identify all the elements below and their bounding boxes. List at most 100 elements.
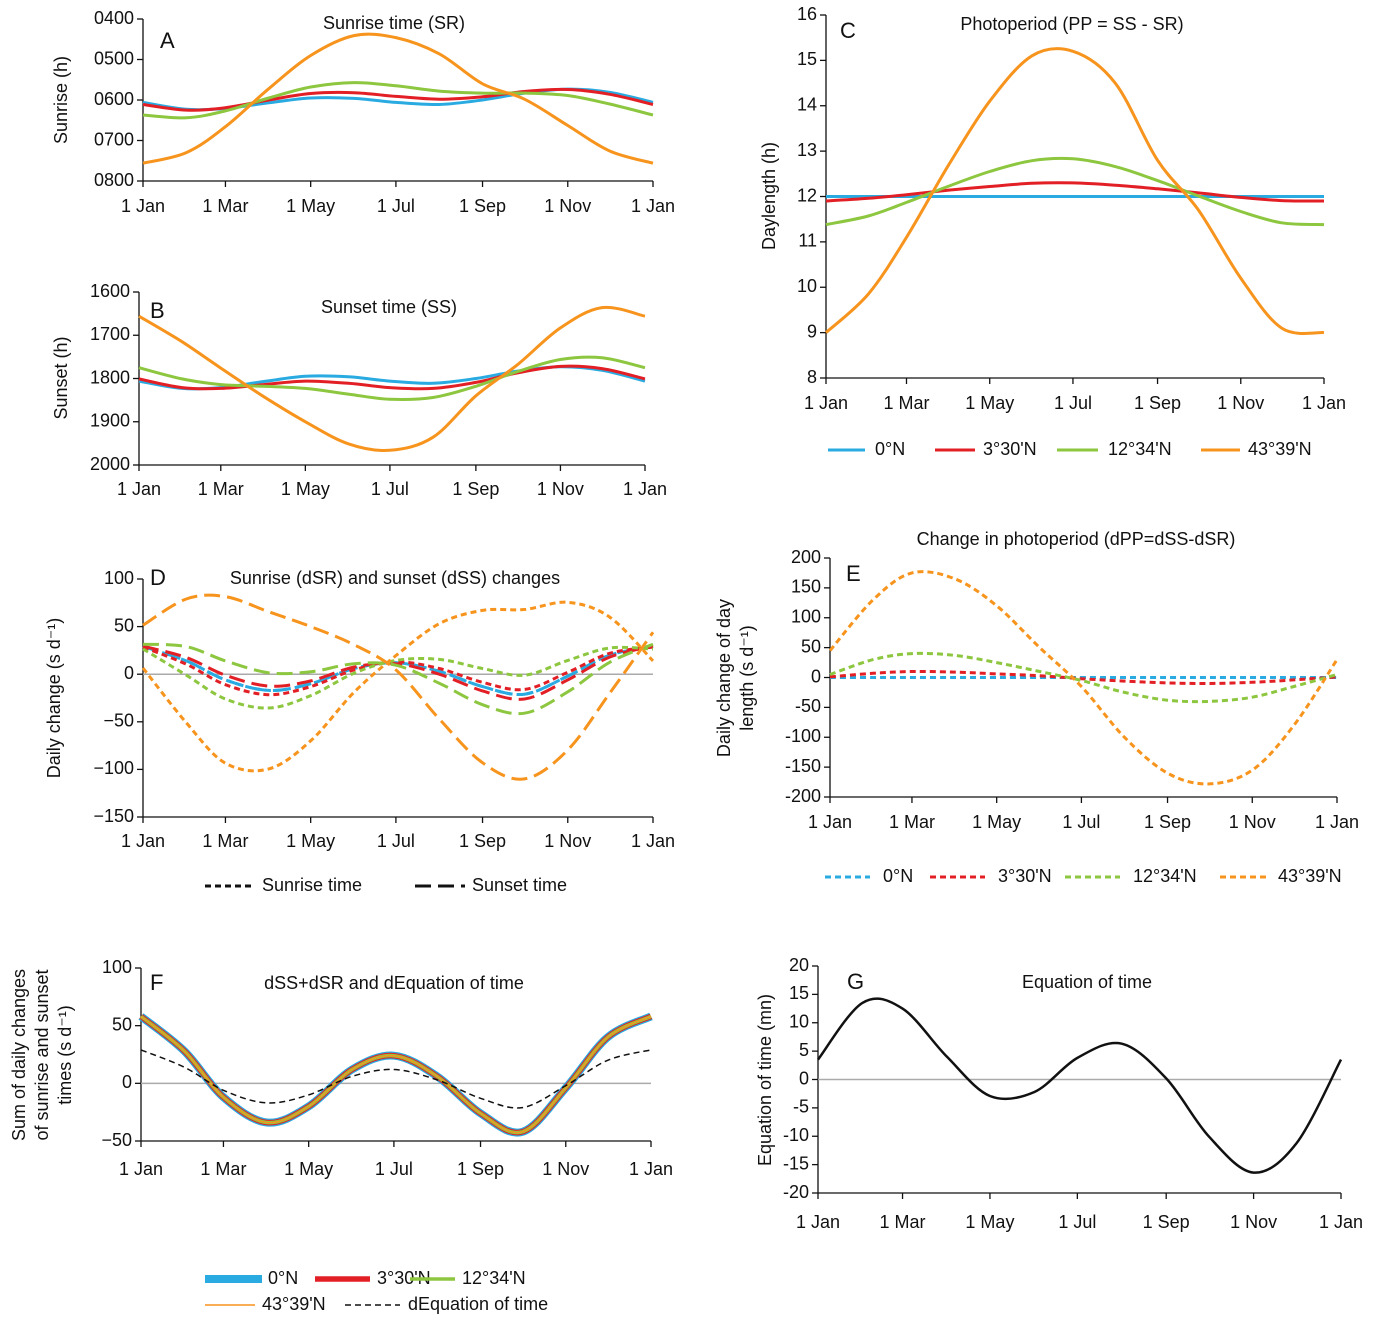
y-axis-label: length (s d⁻¹) (737, 625, 757, 731)
x-tick-label: 1 Mar (202, 831, 248, 851)
panel: dSS+dSR and dEquation of time F Sum of dai… (9, 957, 673, 1314)
y-tick-label: 0500 (94, 48, 134, 68)
series-line (829, 669, 1338, 686)
x-tick-label: 1 Jul (1058, 1212, 1096, 1232)
y-tick-label: -10 (783, 1125, 809, 1145)
series-line (142, 32, 654, 165)
legend-label: 12°34'N (462, 1268, 526, 1288)
y-tick-label: -5 (793, 1097, 809, 1117)
legend-label: 43°39'N (262, 1294, 326, 1314)
x-tick-label: 1 Sep (1144, 812, 1191, 832)
legend-label: 43°39'N (1278, 866, 1342, 886)
y-tick-label: 11 (798, 231, 817, 251)
legend-label: dEquation of time (408, 1294, 548, 1314)
y-axis-label: times (s d⁻¹) (55, 1005, 75, 1105)
legend-label: 43°39'N (1248, 439, 1312, 459)
x-tick-label: 1 Nov (1230, 1212, 1277, 1232)
x-tick-label: 1 May (286, 196, 335, 216)
y-axis-label: Equation of time (mn) (755, 994, 775, 1166)
x-tick-label: 1 Jan (804, 393, 848, 413)
x-tick-label: 1 Jan (796, 1212, 840, 1232)
y-tick-label: 50 (801, 636, 821, 656)
y-tick-label: 15 (797, 49, 817, 69)
series-line (142, 645, 654, 697)
y-axis-label: Daily change of day (714, 599, 734, 757)
y-tick-label: 12 (797, 185, 817, 205)
x-tick-label: 1 Jan (121, 196, 165, 216)
y-tick-label: 100 (102, 957, 132, 977)
chart-title: Sunrise time (SR) (323, 13, 465, 33)
panel-letter: G (847, 969, 864, 994)
x-tick-label: 1 Nov (1217, 393, 1264, 413)
x-tick-label: 1 Jul (1054, 393, 1092, 413)
x-tick-label: 1 Jan (1315, 812, 1359, 832)
x-tick-label: 1 Jul (377, 831, 415, 851)
legend-label: 0°N (883, 866, 913, 886)
x-tick-label: 1 Jan (1319, 1212, 1363, 1232)
panel-letter: A (160, 28, 175, 53)
legend-label: 3°30'N (377, 1268, 431, 1288)
series-line (138, 305, 646, 453)
chart-title: Sunrise (dSR) and sunset (dSS) changes (230, 568, 560, 588)
x-tick-label: 1 May (972, 812, 1021, 832)
y-tick-label: 1600 (90, 281, 130, 301)
y-tick-label: −50 (101, 1130, 132, 1150)
y-tick-label: 10 (797, 276, 817, 296)
series-line (142, 593, 655, 781)
y-tick-label: 0400 (94, 8, 134, 28)
panel-letter: C (840, 18, 856, 43)
x-tick-label: 1 Mar (889, 812, 935, 832)
series-line (817, 997, 1343, 1174)
y-axis-label: Daylength (h) (759, 142, 779, 250)
x-tick-label: 1 Sep (459, 196, 506, 216)
legend-label: 12°34'N (1133, 866, 1197, 886)
chart-title: dSS+dSR and dEquation of time (264, 973, 524, 993)
y-tick-label: 15 (789, 983, 809, 1003)
legend-label: Sunset time (472, 875, 567, 895)
x-tick-label: 1 Jul (377, 196, 415, 216)
y-axis-label: Sunrise (h) (51, 56, 71, 144)
series-line (142, 87, 654, 112)
series-line (142, 645, 654, 710)
series-line (829, 651, 1338, 704)
series-line (824, 47, 1325, 335)
panel-letter: F (150, 970, 163, 995)
series-line (142, 87, 654, 112)
legend-label: 0°N (875, 439, 905, 459)
y-tick-label: 20 (789, 955, 809, 975)
y-tick-label: -50 (795, 696, 821, 716)
y-tick-label: 0700 (94, 129, 134, 149)
x-tick-label: 1 Sep (452, 479, 499, 499)
x-tick-label: 1 Mar (880, 1212, 926, 1232)
x-tick-label: 1 Jan (121, 831, 165, 851)
y-tick-label: -100 (785, 726, 821, 746)
legend-label: 3°30'N (998, 866, 1052, 886)
y-tick-label: 0 (124, 663, 134, 683)
y-tick-label: 1700 (90, 324, 130, 344)
x-tick-label: 1 Mar (198, 479, 244, 499)
panel-letter: D (150, 565, 166, 590)
y-axis-label: Sum of daily changes (9, 969, 29, 1141)
series-line (825, 181, 1325, 203)
y-tick-label: 0600 (94, 89, 134, 109)
series-line (828, 570, 1339, 786)
series-line (138, 355, 646, 402)
series-line (140, 1049, 652, 1109)
x-tick-label: 1 Mar (202, 196, 248, 216)
series-line (138, 364, 646, 391)
x-tick-label: 1 Jan (117, 479, 161, 499)
x-tick-label: 1 Sep (1134, 393, 1181, 413)
x-tick-label: 1 Jan (1302, 393, 1346, 413)
chart-title: Equation of time (1022, 972, 1152, 992)
x-tick-label: 1 Jan (623, 479, 667, 499)
panel: Sunset time (SS) B Sunset (h) 1600 1700 1800 1… (51, 281, 667, 499)
y-tick-label: 13 (797, 140, 817, 160)
panel: Equation of time G Equation of time (mn) 20… (755, 955, 1363, 1232)
x-tick-label: 1 Sep (457, 1159, 504, 1179)
y-tick-label: 100 (791, 607, 821, 627)
y-tick-label: 150 (791, 577, 821, 597)
x-tick-label: 1 Nov (544, 831, 591, 851)
series-line (142, 81, 654, 120)
series-line (140, 1015, 652, 1134)
series-line (825, 156, 1325, 227)
